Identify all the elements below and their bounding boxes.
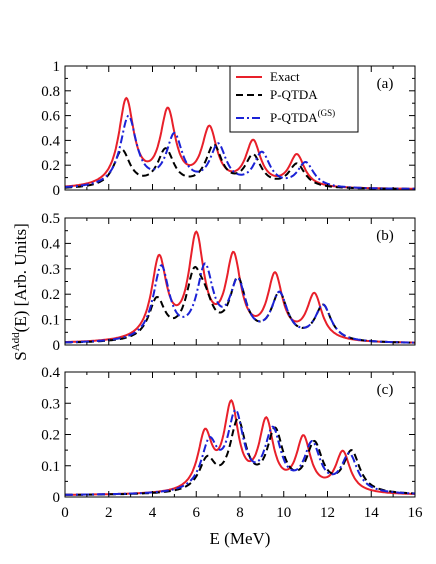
legend-label-pqtda-gs: P-QTDA(GS) xyxy=(270,108,335,125)
y-tick-label: 0.5 xyxy=(41,211,60,227)
y-tick-label: 0.3 xyxy=(41,396,60,412)
panel-a: 0 0.2 0.4 0.6 0.8 1 (a) xyxy=(41,59,416,199)
y-tick-label: 0.4 xyxy=(41,133,60,149)
y-tick-label: 0.6 xyxy=(41,109,60,125)
y-tick-label: 0.3 xyxy=(41,262,60,278)
series-line-p-qtda xyxy=(65,417,416,496)
legend: Exact P-QTDA P-QTDA(GS) xyxy=(229,65,359,133)
panel-tag: (b) xyxy=(376,228,394,244)
panels-layer: 0 0.2 0.4 0.6 0.8 1 (a) 0 0.1 0.2 0.3 0.4 0.5 (b) 0 0.1… xyxy=(41,59,423,521)
series-line-p-qtda-gs xyxy=(65,114,415,190)
x-tick-label: 16 xyxy=(408,505,424,521)
series-line-p-qtda xyxy=(65,143,415,190)
x-tick-label: 4 xyxy=(149,505,157,521)
panel-c: 0 0.1 0.2 0.3 0.4 0 2 4 6 8 10 12 14 16 (c) xyxy=(41,365,423,521)
legend-label-pqtda-gs-sup: (GS) xyxy=(318,108,336,118)
y-axis-title-main: S xyxy=(11,351,30,360)
x-tick-label: 14 xyxy=(364,505,380,521)
y-tick-label: 0.2 xyxy=(41,428,60,444)
y-axis-title-sup: Add xyxy=(10,332,22,351)
y-tick-label: 0.4 xyxy=(41,365,60,381)
y-tick-label: 0 xyxy=(53,183,61,199)
panel-frame xyxy=(64,371,416,498)
x-tick-label: 12 xyxy=(320,505,335,521)
series-line-exact xyxy=(65,399,415,496)
y-tick-label: 0.8 xyxy=(41,84,60,100)
y-tick-label: 0.4 xyxy=(41,236,60,252)
y-axis-title-rest: (E) [Arb. Units] xyxy=(11,223,30,332)
legend-label-pqtda-gs-main: P-QTDA xyxy=(270,110,318,125)
y-tick-label: 0.2 xyxy=(41,158,60,174)
y-tick-label: 0 xyxy=(53,338,61,354)
series-line-p-qtda xyxy=(65,265,415,344)
panel-tag: (c) xyxy=(377,382,394,398)
y-tick-label: 0 xyxy=(53,490,61,506)
series-line-p-qtda-gs xyxy=(65,262,415,344)
x-tick-label: 2 xyxy=(105,505,113,521)
x-axis-title: E (MeV) xyxy=(210,529,271,548)
series-line-exact xyxy=(65,230,415,344)
panel-b: 0 0.1 0.2 0.3 0.4 0.5 (b) xyxy=(41,211,416,354)
y-tick-label: 0.1 xyxy=(41,313,60,329)
x-tick-label: 6 xyxy=(193,505,201,521)
x-tick-label: 10 xyxy=(276,505,291,521)
y-axis-title: SAdd(E) [Arb. Units] xyxy=(10,223,30,360)
y-tick-label: 0.1 xyxy=(41,459,60,475)
legend-label-exact: Exact xyxy=(270,69,300,84)
panel-tag: (a) xyxy=(377,76,394,92)
svg-text:SAdd(E) [Arb. Units]: SAdd(E) [Arb. Units] xyxy=(10,223,30,360)
y-tick-label: 0.2 xyxy=(41,287,60,303)
x-tick-label: 8 xyxy=(236,505,244,521)
x-tick-label: 0 xyxy=(61,505,69,521)
series-line-p-qtda-gs xyxy=(65,408,416,496)
y-tick-label: 1 xyxy=(53,59,61,75)
legend-label-pqtda: P-QTDA xyxy=(270,87,318,102)
